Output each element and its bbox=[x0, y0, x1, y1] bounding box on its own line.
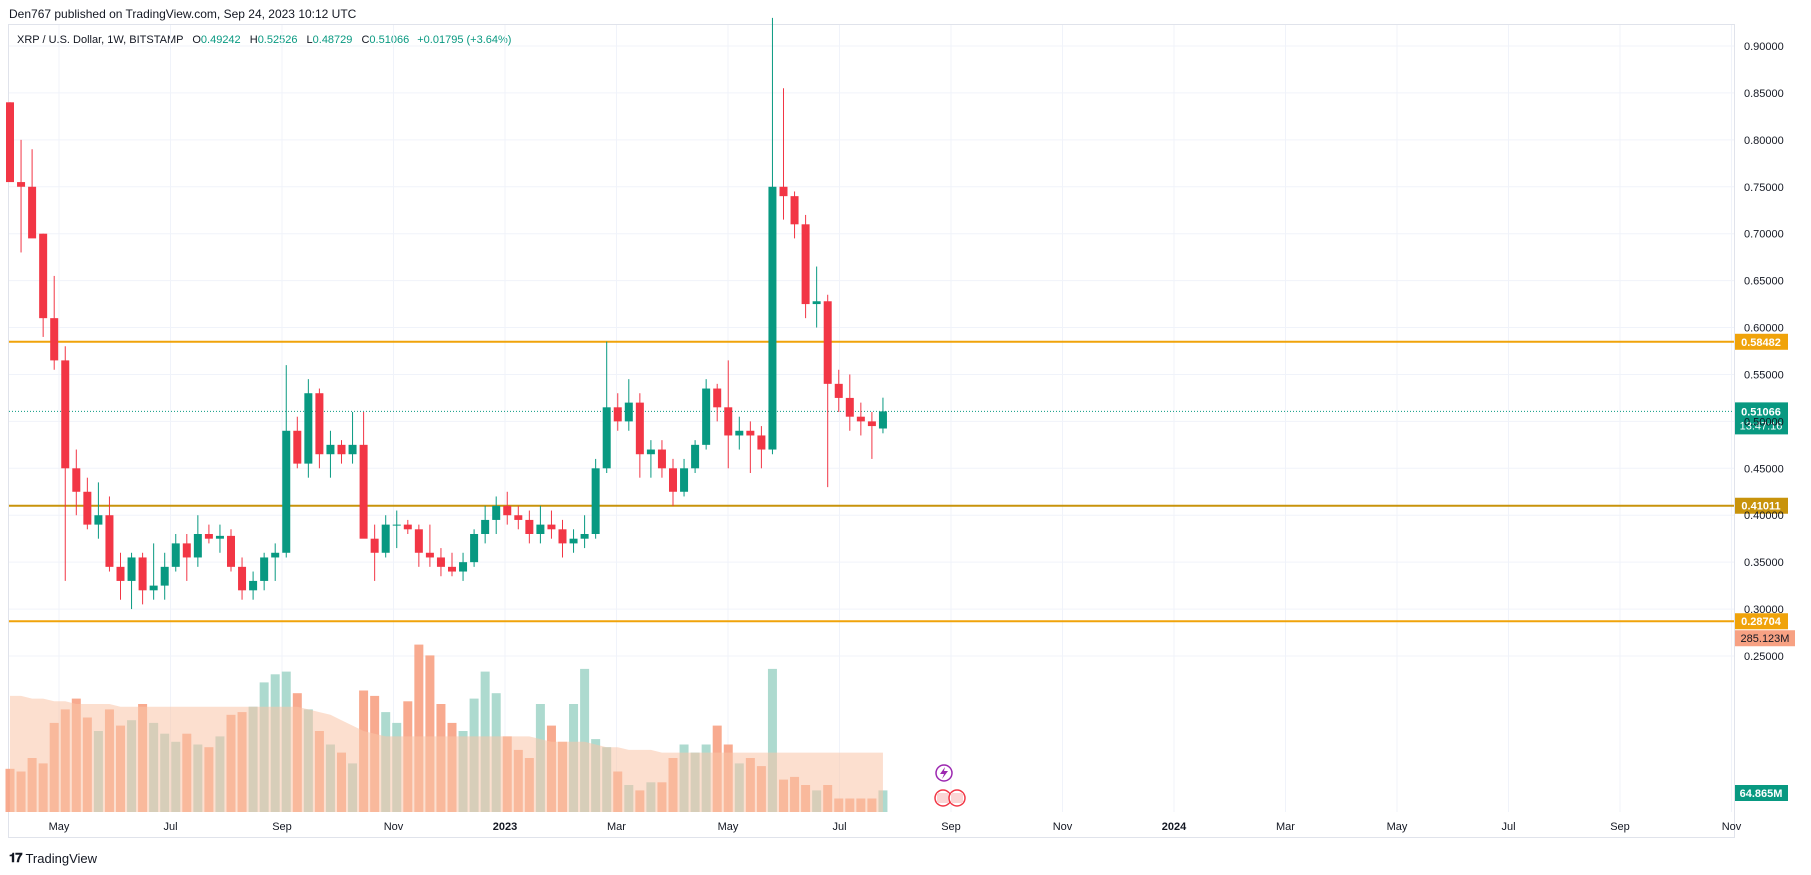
volume-ma-label: 285.123M bbox=[1741, 633, 1790, 645]
level-label: 0.41011 bbox=[1741, 501, 1780, 513]
publish-line: Den767 published on TradingView.com, Sep… bbox=[9, 7, 357, 21]
volume-last-label: 64.865M bbox=[1740, 788, 1783, 800]
y-tick-label: 0.50000 bbox=[1744, 416, 1784, 428]
y-tick-label: 0.75000 bbox=[1744, 182, 1784, 194]
y-tick-label: 0.70000 bbox=[1744, 229, 1784, 241]
level-label-bg bbox=[1735, 333, 1788, 350]
last-price-label-bg bbox=[1735, 402, 1788, 435]
y-tick-label: 0.90000 bbox=[1744, 41, 1784, 53]
y-tick-label: 0.25000 bbox=[1744, 651, 1784, 663]
low-value: 0.48729 bbox=[312, 34, 353, 46]
chart-legend: XRP / U.S. Dollar, 1W, BITSTAMP O0.49242… bbox=[17, 34, 511, 46]
level-label-bg bbox=[1735, 613, 1788, 630]
chart-frame bbox=[8, 24, 1735, 838]
change-value: +0.01795 (+3.64%) bbox=[417, 34, 512, 46]
y-tick-label: 0.40000 bbox=[1744, 510, 1784, 522]
y-tick-label: 0.35000 bbox=[1744, 557, 1784, 569]
open-label: O bbox=[192, 34, 201, 46]
level-label: 0.58482 bbox=[1741, 337, 1781, 349]
brand-name: TradingView bbox=[25, 850, 98, 866]
volume-ma-label-bg bbox=[1735, 630, 1795, 647]
y-tick-label: 0.60000 bbox=[1744, 323, 1784, 335]
y-tick-label: 0.45000 bbox=[1744, 463, 1784, 475]
price-axis: 0.90000 0.85000 0.80000 0.75000 0.70000 0.650… bbox=[1744, 41, 1784, 663]
close-label: C bbox=[361, 34, 370, 46]
y-tick-label: 0.65000 bbox=[1744, 276, 1784, 288]
high-label: H bbox=[249, 34, 258, 46]
y-tick-label: 0.30000 bbox=[1744, 604, 1784, 616]
countdown-label: 13:47:16 bbox=[1740, 420, 1783, 432]
high-value: 0.52526 bbox=[257, 34, 298, 46]
level-label: 0.28704 bbox=[1741, 616, 1782, 628]
y-tick-label: 0.80000 bbox=[1744, 135, 1784, 147]
low-label: L bbox=[306, 34, 313, 46]
level-label-bg bbox=[1735, 497, 1788, 514]
symbol-label: XRP / U.S. Dollar, 1W, BITSTAMP bbox=[17, 34, 184, 46]
last-price-label: 0.51066 bbox=[1741, 406, 1781, 418]
volume-last-label-bg bbox=[1735, 785, 1788, 801]
y-tick-label: 0.85000 bbox=[1744, 88, 1784, 100]
close-value: 0.51066 bbox=[369, 34, 410, 46]
y-tick-label: 0.55000 bbox=[1744, 369, 1784, 381]
tradingview-logo-icon: 𝟏𝟕 bbox=[9, 850, 23, 865]
brand-footer[interactable]: 𝟏𝟕 TradingView bbox=[9, 850, 97, 866]
open-value: 0.49242 bbox=[200, 34, 241, 46]
